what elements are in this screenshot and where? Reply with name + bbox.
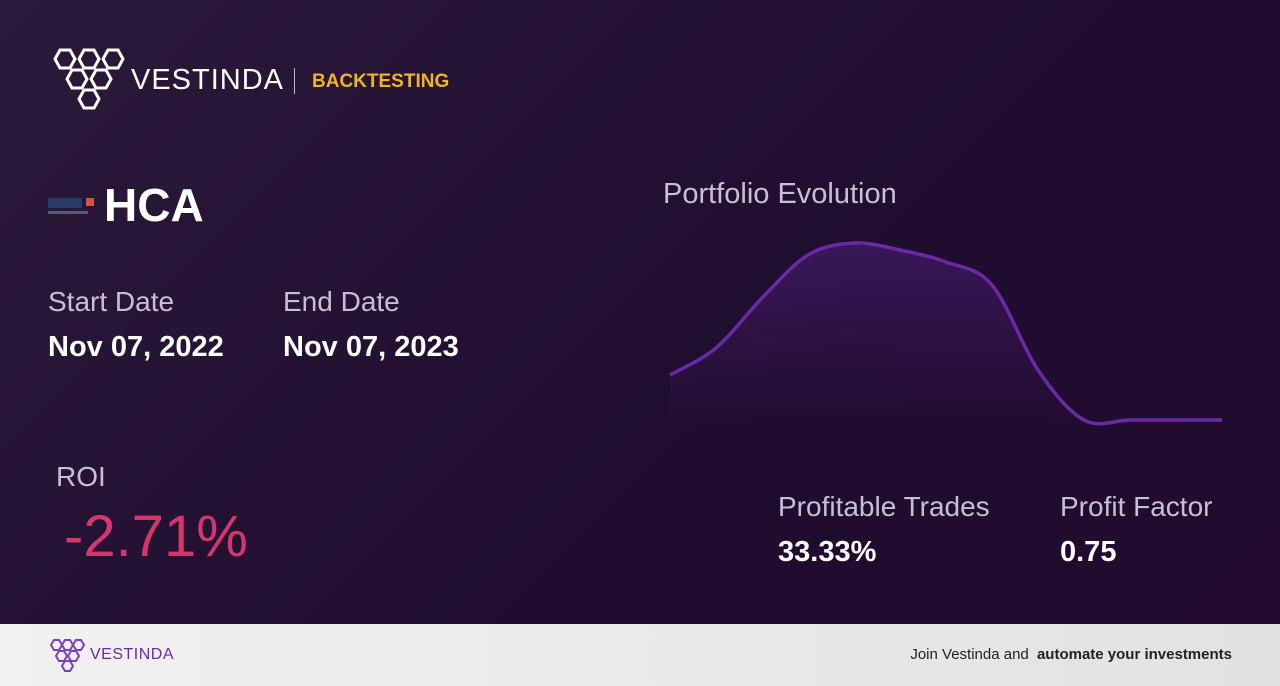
- roi-value: -2.71%: [64, 504, 248, 569]
- chart: [669, 241, 1222, 430]
- start-value: Nov 07, 2022: [48, 331, 224, 363]
- divider: [294, 68, 295, 94]
- brand: VESTINDA: [131, 64, 285, 96]
- stat-label: Profitable Trades: [778, 491, 990, 522]
- section: BACKTESTING: [312, 71, 450, 92]
- stat-label: Profit Factor: [1060, 491, 1213, 522]
- area: [670, 242, 1222, 430]
- roi-label: ROI: [56, 461, 106, 492]
- end-label: End Date: [283, 286, 400, 317]
- stat-value: 0.75: [1060, 536, 1117, 568]
- stat-value: 33.33%: [778, 536, 877, 568]
- footer-brand: VESTINDA: [90, 646, 175, 663]
- cta-bold: automate your investments: [1036, 646, 1232, 663]
- start-label: Start Date: [48, 286, 175, 317]
- footer-logo: [49, 639, 86, 672]
- footer-cta: Join Vestinda and automate your investme…: [910, 646, 1232, 663]
- logo: [53, 48, 125, 110]
- chart-title: Portfolio Evolution: [663, 178, 897, 210]
- cta-plain: Join Vestinda and: [910, 646, 1029, 663]
- ticker: HCA: [104, 179, 204, 231]
- footer: VESTINDA Join Vestinda and automate your…: [0, 624, 1280, 686]
- line: [669, 241, 1222, 426]
- end-value: Nov 07, 2023: [283, 331, 459, 363]
- ticker-logo: [48, 198, 94, 214]
